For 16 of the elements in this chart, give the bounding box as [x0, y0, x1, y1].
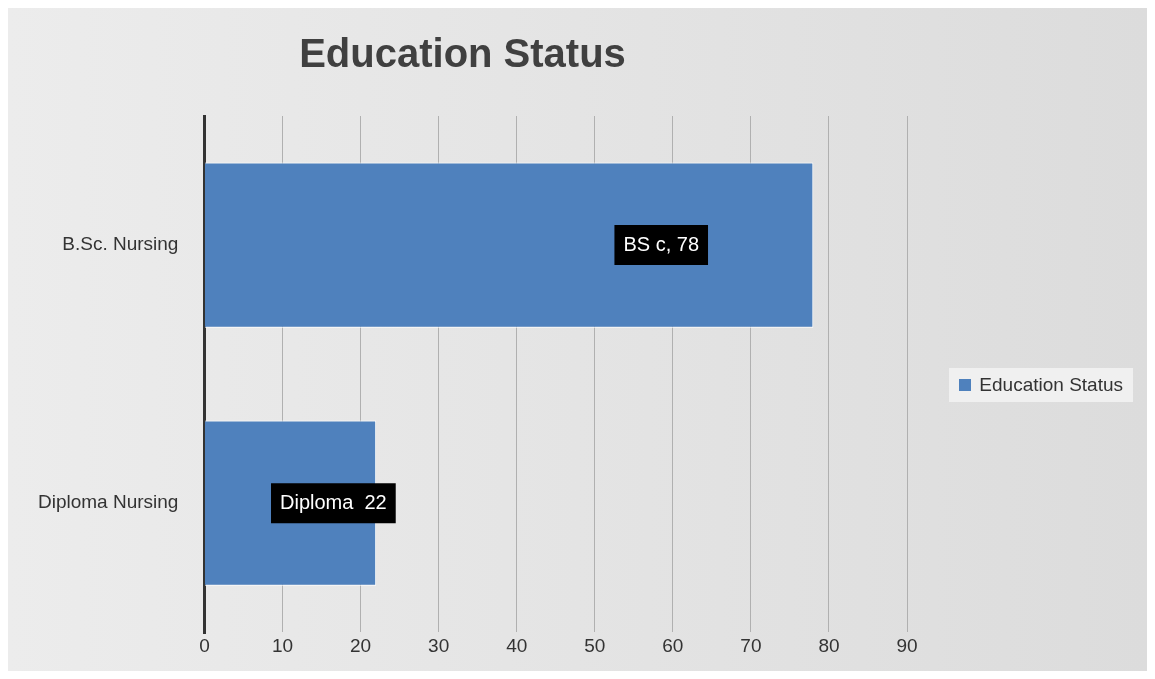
x-tick-label: 70: [740, 634, 762, 656]
chart-title: Education Status: [299, 31, 626, 76]
x-tick-label: 60: [662, 634, 684, 656]
x-tick-label: 50: [584, 634, 606, 656]
legend-label: Education Status: [979, 374, 1123, 396]
x-tick-label: 80: [818, 634, 840, 656]
x-tick-label: 0: [199, 634, 210, 656]
x-tick-label: 40: [506, 634, 528, 656]
x-tick-label: 90: [896, 634, 918, 656]
x-tick-label: 20: [349, 634, 372, 656]
data-label: Diploma 22: [280, 490, 387, 513]
y-tick-label: Diploma Nursing: [37, 491, 179, 513]
x-tick-label: 30: [428, 634, 450, 656]
data-label: BS c, 78: [623, 232, 700, 255]
x-tick-label: 10: [271, 634, 294, 656]
y-tick-label: B.Sc. Nursing: [62, 233, 179, 255]
